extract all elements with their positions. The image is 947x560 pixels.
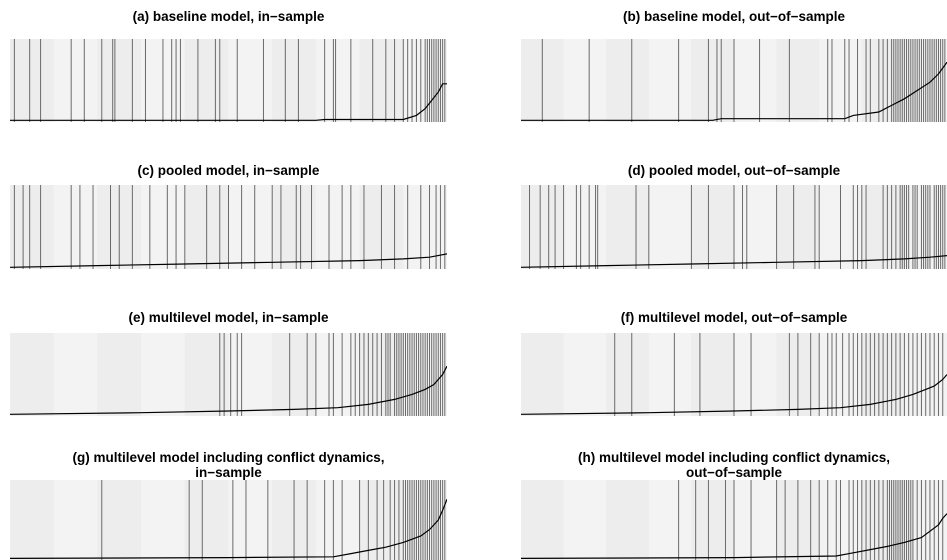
background-band	[228, 480, 273, 560]
prediction-line	[10, 365, 447, 415]
prediction-line	[521, 513, 947, 559]
panel-title-line-1: (g) multilevel model including conflict …	[72, 450, 385, 465]
background-band	[521, 185, 564, 269]
background-band	[184, 333, 229, 416]
background-band	[734, 185, 777, 269]
background-band	[648, 39, 692, 122]
background-band	[606, 185, 649, 269]
background-band	[819, 39, 862, 122]
panel-title: (c) pooled model, in−sample	[137, 163, 320, 178]
background-band	[272, 333, 316, 416]
background-band	[10, 185, 54, 269]
panel-b: (b) baseline model, out−of−sample	[521, 10, 947, 122]
separation-plot	[521, 39, 947, 122]
background-band	[97, 333, 142, 416]
background-band	[648, 480, 692, 560]
background-band	[53, 185, 98, 269]
panel-a: (a) baseline model, in−sample	[10, 10, 447, 122]
panel-d: (d) pooled model, out−of−sample	[521, 154, 947, 269]
background-band	[606, 333, 649, 416]
background-band	[53, 39, 98, 122]
separation-plot	[10, 480, 447, 560]
background-band	[315, 185, 360, 269]
background-band	[819, 333, 862, 416]
separation-plot	[10, 333, 447, 416]
panel-title-line-1: (h) multilevel model including conflict …	[577, 450, 891, 465]
background-band	[228, 333, 273, 416]
background-band	[228, 185, 273, 269]
background-band	[521, 480, 564, 560]
background-band	[648, 333, 692, 416]
prediction-line	[10, 253, 447, 268]
background-band	[10, 480, 54, 560]
background-band	[272, 39, 316, 122]
background-band	[691, 480, 734, 560]
panel-title: (b) baseline model, out−of−sample	[622, 9, 846, 24]
background-band	[53, 333, 98, 416]
prediction-line	[10, 498, 447, 559]
background-band	[141, 480, 185, 560]
separation-plot	[10, 185, 447, 269]
background-band	[184, 39, 229, 122]
background-band	[228, 39, 273, 122]
background-band	[315, 39, 360, 122]
background-band	[521, 333, 564, 416]
panel-title: (d) pooled model, out−of−sample	[627, 163, 841, 178]
background-band	[141, 185, 185, 269]
background-band	[315, 333, 360, 416]
panel-c: (c) pooled model, in−sample	[10, 154, 447, 269]
background-band	[734, 333, 777, 416]
background-band	[691, 185, 734, 269]
background-band	[53, 480, 98, 560]
background-band	[563, 39, 607, 122]
background-band	[97, 480, 142, 560]
background-band	[10, 39, 54, 122]
background-band	[272, 185, 316, 269]
background-band	[691, 39, 734, 122]
background-band	[606, 39, 649, 122]
background-band	[648, 185, 692, 269]
prediction-line	[521, 61, 947, 121]
background-band	[359, 39, 404, 122]
background-band	[97, 39, 142, 122]
separation-plot	[521, 480, 947, 560]
panel-h: (h) multilevel model including conflict …	[521, 446, 947, 560]
prediction-line	[521, 255, 947, 268]
background-band	[776, 39, 820, 122]
panel-title-line-2: out−of−sample	[685, 465, 783, 480]
background-band	[563, 333, 607, 416]
background-band	[691, 333, 734, 416]
prediction-line	[521, 374, 947, 415]
background-band	[141, 333, 185, 416]
separation-plot	[521, 333, 947, 416]
background-band	[563, 185, 607, 269]
separation-plot	[10, 39, 447, 122]
panel-title: (a) baseline model, in−sample	[132, 9, 325, 24]
background-band	[359, 480, 404, 560]
background-band	[776, 185, 820, 269]
panel-title: (f) multilevel model, out−of−sample	[620, 310, 848, 325]
background-band	[563, 480, 607, 560]
panel-e: (e) multilevel model, in−sample	[10, 302, 447, 416]
panel-title: (e) multilevel model, in−sample	[128, 310, 329, 325]
panel-g: (g) multilevel model including conflict …	[10, 446, 447, 560]
separation-plot	[521, 185, 947, 269]
background-band	[315, 480, 360, 560]
background-band	[606, 480, 649, 560]
background-band	[734, 39, 777, 122]
prediction-line	[10, 83, 447, 121]
panel-title-line-2: in−sample	[195, 465, 262, 480]
panel-f: (f) multilevel model, out−of−sample	[521, 302, 947, 416]
background-band	[734, 480, 777, 560]
background-band	[184, 480, 229, 560]
background-band	[10, 333, 54, 416]
